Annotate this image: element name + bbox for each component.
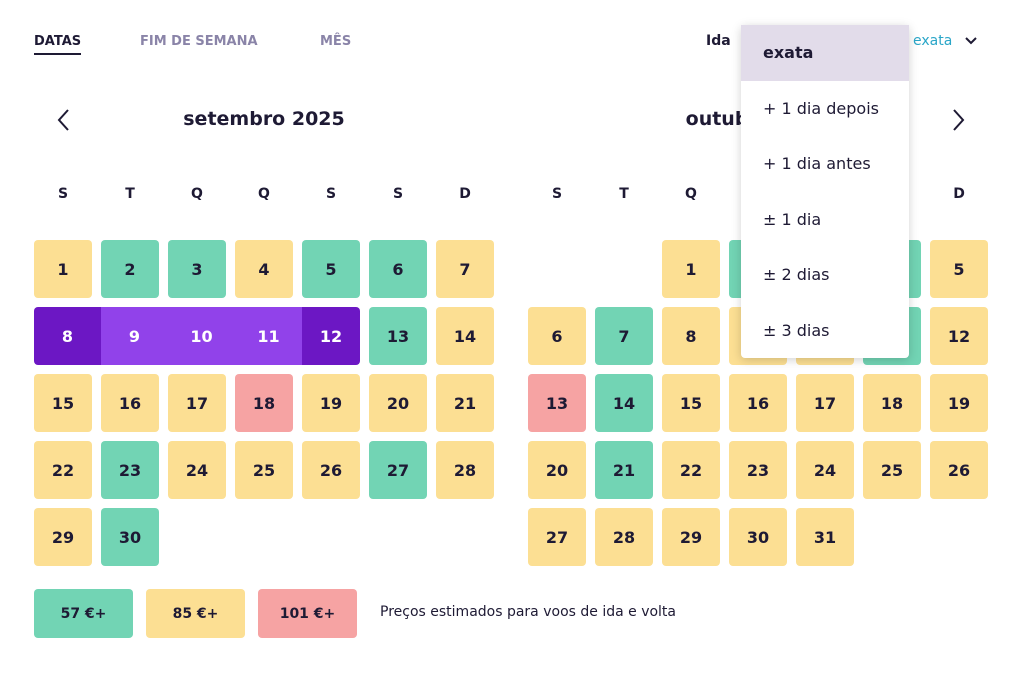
day-cell[interactable]: 25 <box>863 441 921 499</box>
day-cell[interactable]: 17 <box>796 374 854 432</box>
day-cell[interactable]: 30 <box>101 508 159 566</box>
day-cell[interactable]: 8 <box>34 307 101 365</box>
day-cell[interactable]: 23 <box>101 441 159 499</box>
day-cell[interactable]: 5 <box>930 240 988 298</box>
day-cell[interactable]: 16 <box>729 374 787 432</box>
weekday: S <box>392 186 404 202</box>
dropdown-value[interactable]: exata <box>913 33 953 49</box>
day-cell[interactable]: 7 <box>436 240 494 298</box>
day-cell[interactable]: 1 <box>662 240 720 298</box>
legend-item: 85 €+ <box>146 589 245 638</box>
day-cell[interactable]: 8 <box>662 307 720 365</box>
day-cell[interactable]: 18 <box>863 374 921 432</box>
dropdown-option[interactable]: + 1 dia depois <box>763 98 879 118</box>
day-cell[interactable]: 29 <box>662 508 720 566</box>
day-cell[interactable]: 15 <box>34 374 92 432</box>
day-cell[interactable]: 12 <box>930 307 988 365</box>
weekday: D <box>459 186 471 202</box>
day-cell[interactable]: 13 <box>528 374 586 432</box>
day-cell[interactable]: 14 <box>595 374 653 432</box>
weekday: Q <box>685 186 697 202</box>
day-cell[interactable]: 28 <box>436 441 494 499</box>
weekday: S <box>551 186 563 202</box>
legend-item: 101 €+ <box>258 589 357 638</box>
day-cell[interactable]: 19 <box>302 374 360 432</box>
day-cell[interactable]: 21 <box>595 441 653 499</box>
weekday: S <box>57 186 69 202</box>
weekday: T <box>619 186 629 202</box>
day-cell[interactable]: 27 <box>369 441 427 499</box>
day-cell[interactable]: 20 <box>369 374 427 432</box>
ida-label: Ida <box>706 33 731 49</box>
weekday: Q <box>258 186 270 202</box>
next-month[interactable] <box>948 108 968 132</box>
day-cell[interactable]: 6 <box>528 307 586 365</box>
dropdown-option[interactable]: ± 1 dia <box>763 209 822 229</box>
legend-item: 57 €+ <box>34 589 133 638</box>
weekday: Q <box>191 186 203 202</box>
day-cell[interactable]: 24 <box>168 441 226 499</box>
tab[interactable]: FIM DE SEMANA <box>140 34 258 49</box>
day-cell[interactable]: 3 <box>168 240 226 298</box>
dropdown-chevron[interactable] <box>964 36 978 46</box>
day-cell[interactable]: 22 <box>34 441 92 499</box>
tab[interactable]: MÊS <box>320 34 352 49</box>
day-cell[interactable]: 11 <box>235 307 302 365</box>
day-cell[interactable]: 26 <box>302 441 360 499</box>
dropdown-option[interactable]: exata <box>741 25 909 81</box>
dropdown-option[interactable]: ± 3 dias <box>763 320 830 340</box>
day-cell[interactable]: 17 <box>168 374 226 432</box>
day-cell[interactable]: 4 <box>235 240 293 298</box>
day-cell[interactable]: 27 <box>528 508 586 566</box>
day-cell[interactable]: 19 <box>930 374 988 432</box>
day-cell[interactable]: 26 <box>930 441 988 499</box>
day-cell[interactable]: 18 <box>235 374 293 432</box>
day-cell[interactable]: 5 <box>302 240 360 298</box>
day-cell[interactable]: 7 <box>595 307 653 365</box>
weekday: S <box>325 186 337 202</box>
day-cell[interactable]: 1 <box>34 240 92 298</box>
day-cell[interactable]: 21 <box>436 374 494 432</box>
day-cell[interactable]: 9 <box>101 307 168 365</box>
day-cell[interactable]: 2 <box>101 240 159 298</box>
day-cell[interactable]: 28 <box>595 508 653 566</box>
day-cell[interactable]: 31 <box>796 508 854 566</box>
day-cell[interactable]: 6 <box>369 240 427 298</box>
day-cell[interactable]: 14 <box>436 307 494 365</box>
day-cell[interactable]: 30 <box>729 508 787 566</box>
day-cell[interactable]: 24 <box>796 441 854 499</box>
dropdown-menu: exata + 1 dia depois + 1 dia antes ± 1 dia ±… <box>741 25 909 358</box>
day-cell[interactable]: 25 <box>235 441 293 499</box>
day-cell[interactable]: 22 <box>662 441 720 499</box>
day-cell[interactable]: 12 <box>302 307 360 365</box>
dropdown-option[interactable]: ± 2 dias <box>763 265 830 284</box>
month-title: setembro 2025 <box>183 108 345 130</box>
day-cell[interactable]: 15 <box>662 374 720 432</box>
weekday: T <box>125 186 135 202</box>
day-cell[interactable]: 16 <box>101 374 159 432</box>
day-cell[interactable]: 29 <box>34 508 92 566</box>
prev-month[interactable] <box>54 108 74 132</box>
day-cell[interactable]: 20 <box>528 441 586 499</box>
legend-note: Preços estimados para voos de ida e volt… <box>380 604 677 620</box>
weekday: D <box>953 186 965 202</box>
tab[interactable]: DATAS <box>34 34 82 55</box>
day-cell[interactable]: 23 <box>729 441 787 499</box>
day-cell[interactable]: 13 <box>369 307 427 365</box>
day-cell[interactable]: 10 <box>168 307 235 365</box>
dropdown-option[interactable]: + 1 dia antes <box>763 154 871 173</box>
